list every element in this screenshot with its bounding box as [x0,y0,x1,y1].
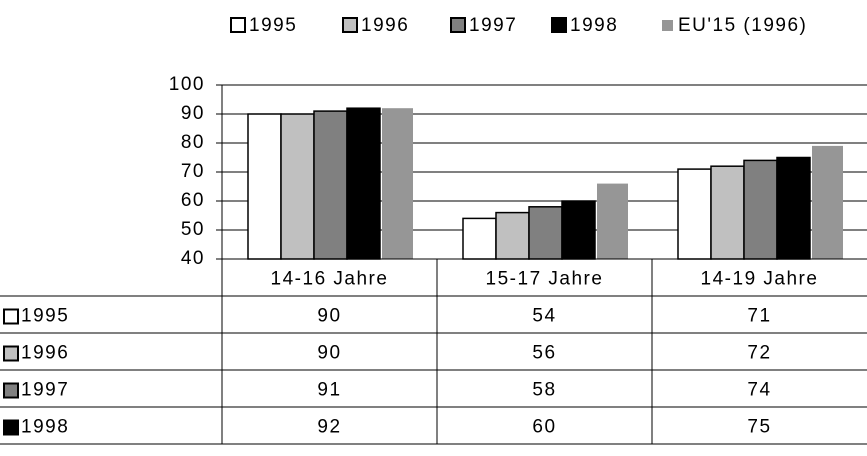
table-cell: 71 [747,306,771,327]
bar [346,107,381,260]
table-cell: 75 [747,417,771,438]
y-tick-label: 80 [181,132,205,153]
legend-swatch [551,17,567,33]
legend-swatch [450,17,466,33]
table-cell: 92 [317,417,341,438]
table-cell: 91 [317,380,341,401]
bar [313,110,348,260]
bar [677,168,712,260]
bar [561,200,596,260]
bar [280,113,315,260]
legend-label: EU'15 (1996) [678,15,807,36]
table-row-label: 1996 [21,343,69,364]
bar [812,145,843,259]
table-cell: 58 [532,380,556,401]
bar [597,183,628,259]
bar [528,206,563,260]
table-row-label: 1998 [21,417,69,438]
x-tick-label: 14-16 Jahre [271,269,389,290]
table-swatch [3,345,19,362]
table-cell: 72 [747,343,771,364]
bar [462,217,497,260]
y-tick-label: 60 [181,190,205,211]
bar [247,113,282,260]
bar [776,156,811,260]
legend-label: 1997 [469,15,517,36]
bar [710,165,745,260]
y-tick-label: 70 [181,161,205,182]
y-tick-label: 100 [169,74,205,95]
bar [495,211,530,260]
table-swatch [3,308,19,325]
legend-label: 1995 [249,15,297,36]
legend-label: 1998 [570,15,618,36]
table-cell: 56 [532,343,556,364]
table-cell: 54 [532,306,556,327]
table-cell: 74 [747,380,771,401]
legend-swatch [662,20,673,31]
table-cell: 90 [317,306,341,327]
legend-swatch [342,17,358,33]
table-row-label: 1997 [21,380,69,401]
bar [743,159,778,260]
x-tick-label: 15-17 Jahre [486,269,604,290]
y-tick-label: 50 [181,219,205,240]
table-swatch [3,382,19,399]
table-cell: 90 [317,343,341,364]
table-row-label: 1995 [21,306,69,327]
legend-label: 1996 [361,15,409,36]
y-tick-label: 40 [181,248,205,269]
table-swatch [3,419,19,436]
y-tick-label: 90 [181,103,205,124]
x-tick-label: 14-19 Jahre [701,269,819,290]
bar [382,108,413,259]
table-cell: 60 [532,417,556,438]
legend-swatch [230,17,246,33]
